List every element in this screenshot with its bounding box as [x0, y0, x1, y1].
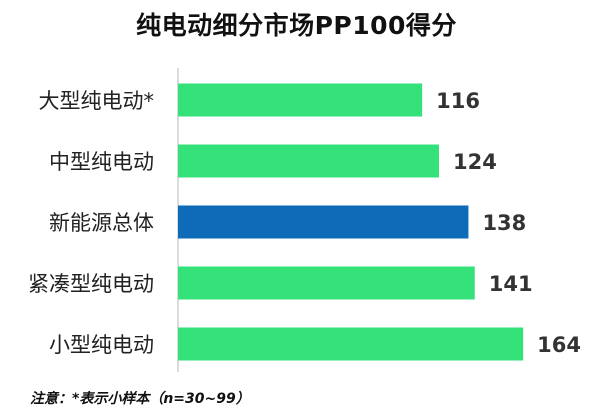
value-label-0: 116: [436, 89, 480, 113]
category-label-1: 中型纯电动: [49, 150, 154, 174]
bars-layer: [178, 83, 524, 361]
value-label-3: 141: [489, 272, 533, 296]
category-label-4: 小型纯电动: [49, 333, 154, 357]
value-label-2: 138: [482, 211, 526, 235]
category-label-0: 大型纯电动*: [39, 89, 155, 113]
footnote: 注意：*表示小样本（n=30~99）: [30, 391, 250, 407]
value-label-4: 164: [537, 333, 581, 357]
bar-1: [178, 144, 439, 178]
bar-0: [178, 83, 423, 117]
value-label-1: 124: [453, 150, 497, 174]
labels-layer: 大型纯电动* 116 中型纯电动 124 新能源总体 138 紧凑型纯电动 141 小型纯电动 1…: [28, 89, 581, 357]
category-label-3: 紧凑型纯电动: [28, 272, 154, 296]
bar-2: [178, 205, 469, 239]
bar-4: [178, 327, 524, 361]
bar-3: [178, 266, 475, 300]
category-label-2: 新能源总体: [49, 211, 154, 235]
chart-title: 纯电动细分市场PP100得分: [136, 11, 457, 40]
